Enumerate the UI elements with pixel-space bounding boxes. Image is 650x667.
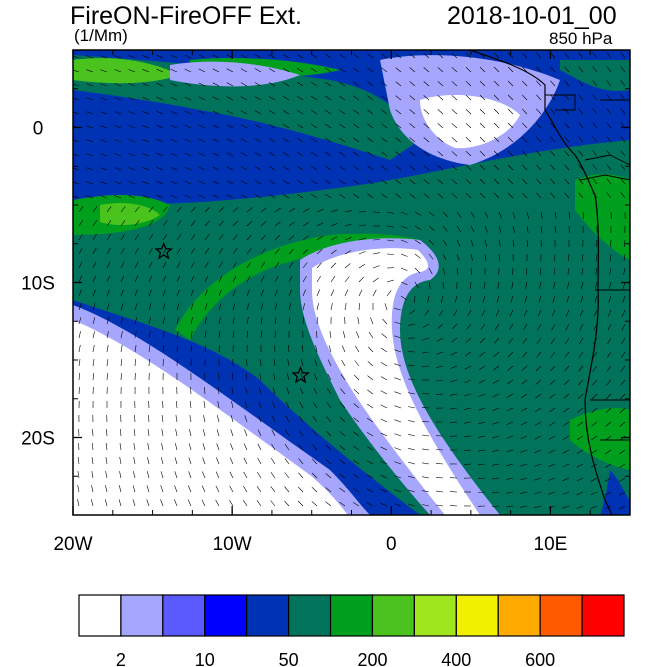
country-border: [545, 94, 630, 441]
wind-barbs: [73, 52, 626, 510]
units-label: (1/Mm): [74, 26, 128, 45]
field-green-ne: [73, 58, 180, 84]
field-teal-north: [73, 55, 420, 160]
field-white-sw: [73, 320, 348, 515]
field-green-east: [575, 174, 630, 260]
y-tick-label: 20S: [21, 429, 55, 450]
field-land-east: [560, 60, 630, 91]
star-marker-1: [154, 241, 173, 260]
pressure-level-label: 850 hPa: [549, 29, 613, 48]
y-tick-label: 10S: [21, 274, 55, 295]
x-tick-label: 0: [386, 534, 397, 555]
axes: 20W 10W 0 10E 0 10S 20S: [21, 49, 631, 555]
field-lightgreen-west: [100, 203, 160, 226]
datetime-label: 2018-10-01_00: [447, 2, 617, 30]
x-tick-label: 10E: [534, 534, 568, 555]
y-tick-label: 0: [33, 119, 44, 140]
star-marker-2: [291, 365, 310, 384]
coastline: [469, 50, 613, 515]
field-lightblue-nw: [170, 61, 300, 87]
stars: [154, 241, 310, 384]
field-land-se: [600, 470, 630, 515]
map-title: FireON-FireOFF Ext.: [70, 2, 302, 30]
field-white-spiral: [312, 248, 480, 515]
field-white-north: [420, 95, 520, 149]
x-tick-label: 20W: [53, 534, 92, 555]
field-green-se: [570, 408, 630, 470]
x-tick-label: 10W: [213, 534, 252, 555]
